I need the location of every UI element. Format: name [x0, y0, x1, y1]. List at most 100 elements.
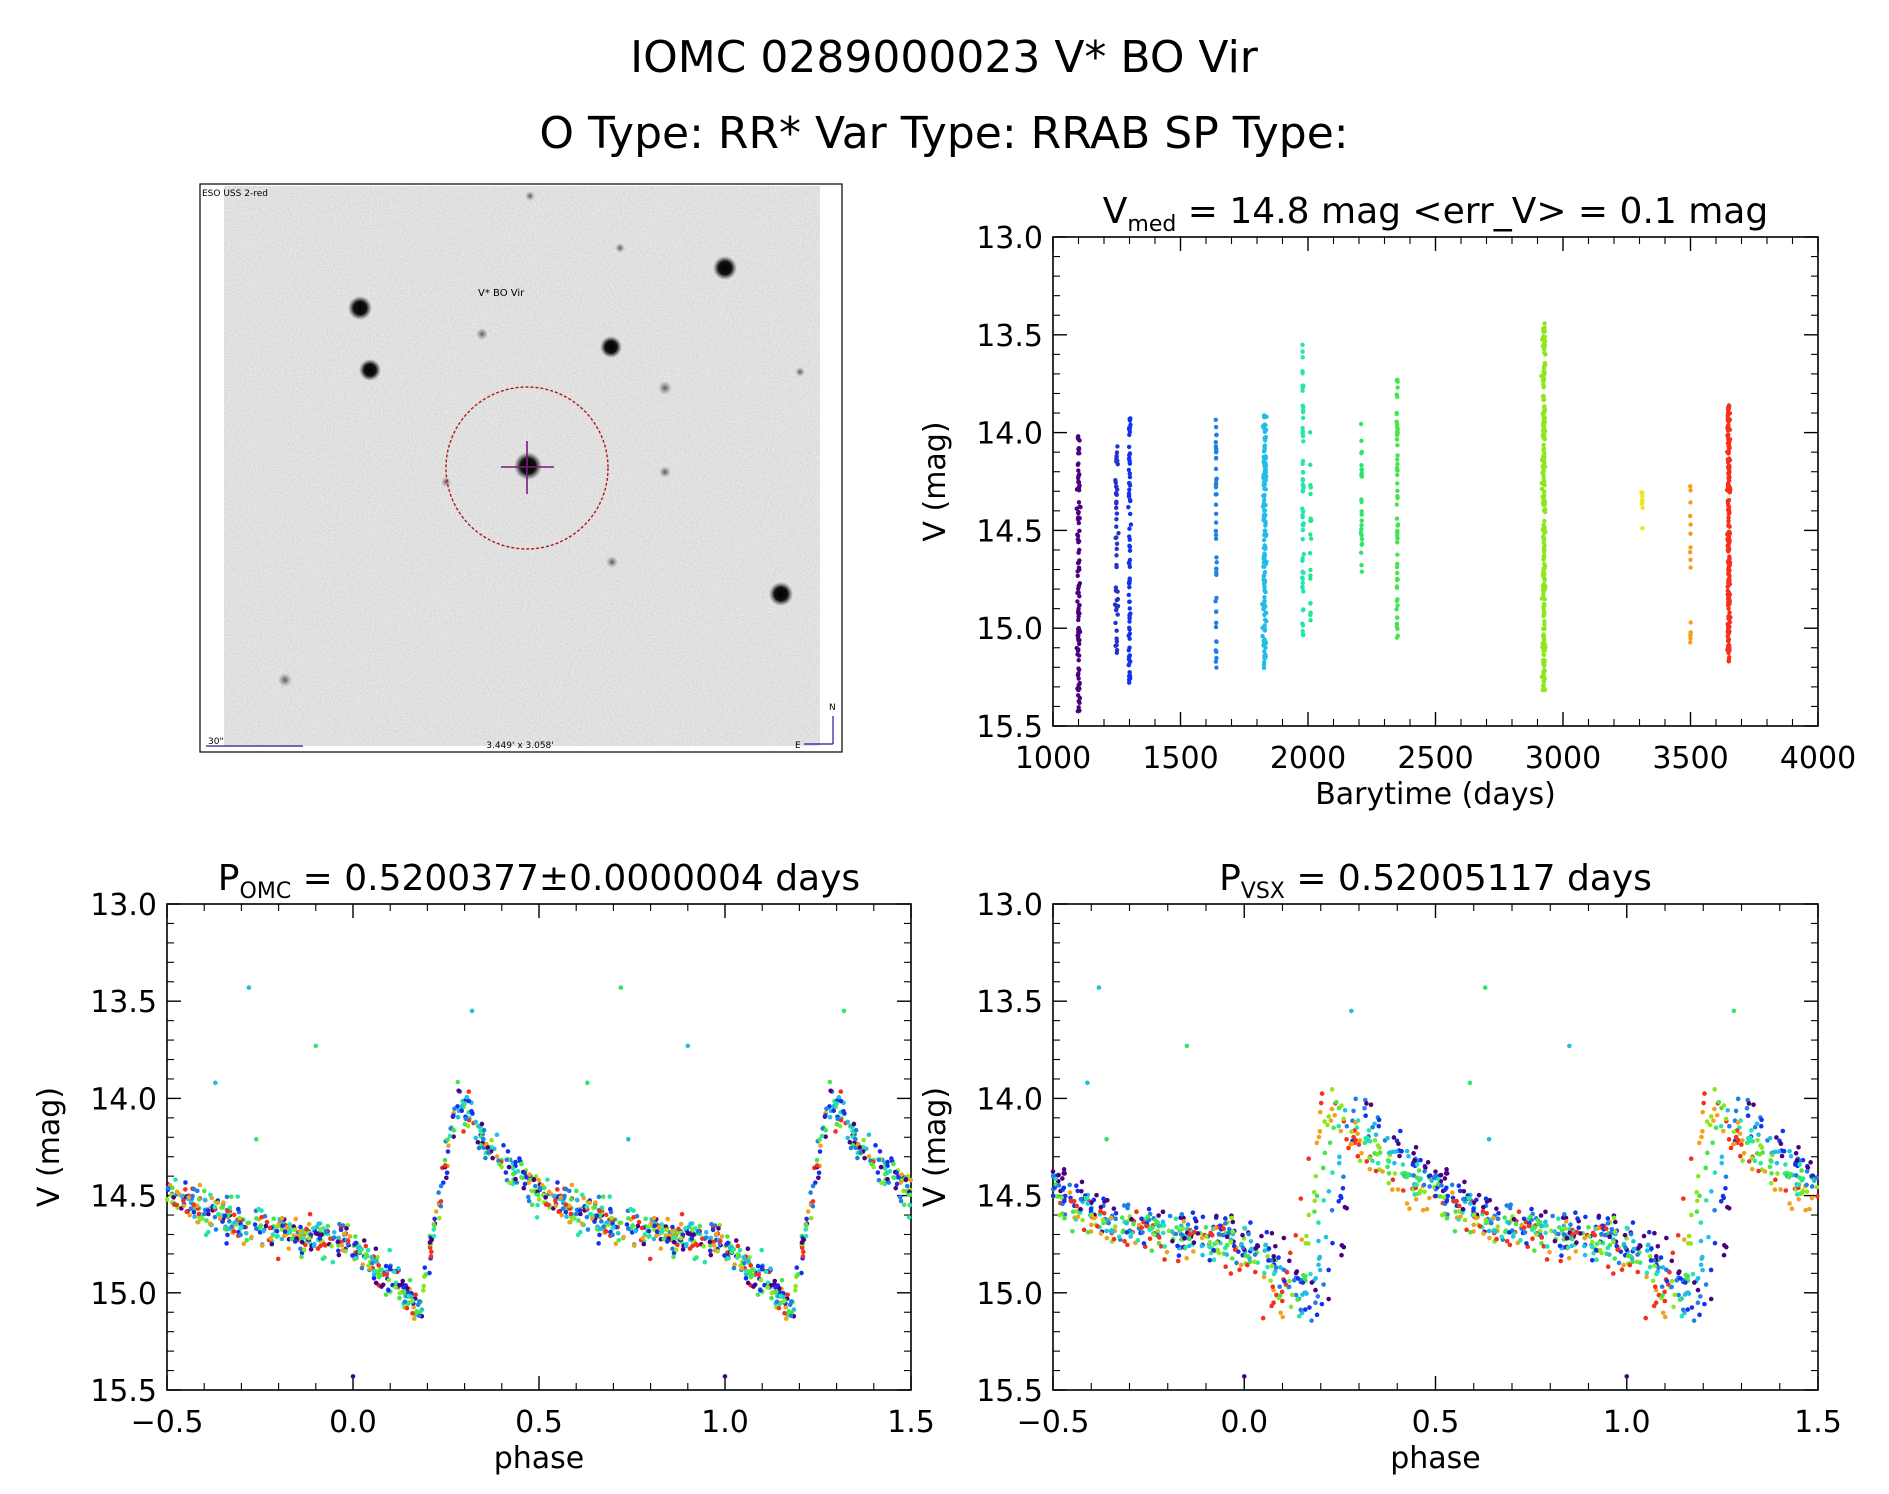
phase-point — [1543, 1209, 1548, 1215]
lightcurve-point — [1541, 480, 1546, 485]
phase-point — [1494, 1236, 1499, 1242]
phase-point — [1370, 1158, 1375, 1164]
outlier-point — [1184, 1043, 1190, 1049]
phase-point — [1330, 1170, 1335, 1175]
phase-point — [1574, 1240, 1579, 1245]
phase-point — [1623, 1245, 1628, 1250]
phase-point — [532, 1183, 538, 1189]
phase-point — [397, 1295, 402, 1301]
lightcurve-point — [1300, 537, 1305, 542]
figure-title: IOMC 0289000023 V* BO Vir — [630, 32, 1259, 83]
phase-point — [405, 1285, 410, 1291]
phase-point — [607, 1206, 613, 1212]
phase-point — [869, 1161, 874, 1167]
phase-point — [1276, 1255, 1281, 1260]
phase-point — [793, 1283, 798, 1289]
lightcurve-point — [1075, 573, 1080, 579]
phase-point — [1767, 1135, 1773, 1141]
phase-point — [568, 1197, 574, 1202]
phase-point — [862, 1155, 867, 1161]
phase-point — [202, 1197, 208, 1203]
phase-point — [1804, 1169, 1810, 1174]
phase-point — [1721, 1195, 1727, 1201]
phase-point — [431, 1233, 437, 1239]
phase-point — [1390, 1187, 1395, 1192]
phase-point — [489, 1137, 494, 1143]
phase-point — [1669, 1258, 1675, 1264]
phase-point — [1464, 1227, 1469, 1233]
phase-point — [605, 1220, 610, 1225]
lightcurve-point — [1540, 494, 1545, 499]
phase-point — [436, 1215, 442, 1221]
lightcurve-point — [1114, 541, 1120, 546]
phase-point — [1583, 1214, 1588, 1220]
phase-point — [1695, 1300, 1701, 1306]
phase-point — [1146, 1206, 1152, 1212]
phase-point — [1336, 1198, 1342, 1204]
phase-point — [1286, 1284, 1292, 1290]
phase-point — [1255, 1243, 1261, 1249]
phase-point — [813, 1180, 818, 1185]
lightcurve-point — [1307, 550, 1313, 556]
phase-point — [1611, 1215, 1617, 1221]
phase-point — [363, 1243, 369, 1249]
phase-point — [1316, 1238, 1321, 1244]
phase-point — [1552, 1238, 1558, 1244]
phase-point — [1296, 1313, 1302, 1319]
phase-point — [1156, 1223, 1162, 1229]
phase-point — [673, 1247, 679, 1253]
phase-point — [651, 1215, 657, 1221]
lightcurve-point — [1727, 485, 1733, 491]
phase-point — [1487, 1197, 1493, 1203]
phase-point — [894, 1170, 899, 1176]
lightcurve-point — [1262, 628, 1268, 633]
phase-point — [1353, 1096, 1358, 1102]
lightcurve-point — [1076, 565, 1082, 570]
phase-point — [459, 1108, 465, 1114]
phase-point — [866, 1154, 872, 1159]
phase-point — [1667, 1270, 1672, 1275]
lightcurve-point — [1542, 555, 1547, 560]
phase-point — [1634, 1259, 1640, 1265]
phase-point — [587, 1200, 593, 1206]
lightcurve-point — [1726, 511, 1732, 516]
phase-point — [879, 1180, 884, 1186]
lightcurve-point — [1262, 429, 1268, 435]
phase-point — [756, 1272, 762, 1277]
phase-point — [1287, 1258, 1292, 1264]
lightcurve-point — [1688, 531, 1693, 536]
lightcurve-point — [1541, 667, 1547, 673]
phase-point — [1302, 1275, 1308, 1281]
phase-point — [1246, 1231, 1251, 1237]
lightcurve-point — [1541, 679, 1546, 684]
phase-point — [1506, 1220, 1512, 1226]
phase-point — [1209, 1232, 1215, 1238]
phase-point — [1156, 1213, 1161, 1218]
lightcurve-point — [1076, 511, 1081, 516]
phase-point — [308, 1247, 314, 1252]
phase-point — [1320, 1165, 1326, 1171]
phase-point — [1353, 1137, 1358, 1143]
phase-point — [545, 1177, 550, 1182]
lightcurve-point — [1541, 566, 1546, 571]
phase-point — [1125, 1242, 1130, 1248]
phase-point — [873, 1143, 878, 1148]
lightcurve-point — [1262, 482, 1268, 487]
phase-point — [207, 1221, 213, 1226]
phase-point — [641, 1241, 647, 1247]
phase-point — [1269, 1263, 1275, 1269]
phase-point — [636, 1219, 642, 1225]
phase-point — [261, 1228, 266, 1234]
lightcurve-point — [1301, 570, 1306, 576]
lightcurve-point — [1127, 511, 1133, 517]
phase-point — [672, 1235, 678, 1241]
phase-point — [421, 1283, 426, 1289]
phase-point — [1302, 1307, 1308, 1312]
phase-point — [1176, 1253, 1182, 1258]
phase-point — [898, 1198, 904, 1204]
lightcurve-point — [1300, 458, 1306, 464]
phase-point — [479, 1121, 485, 1127]
lightcurve-point — [1726, 616, 1731, 621]
lightcurve-point — [1262, 594, 1267, 600]
phase-point — [1725, 1204, 1730, 1210]
